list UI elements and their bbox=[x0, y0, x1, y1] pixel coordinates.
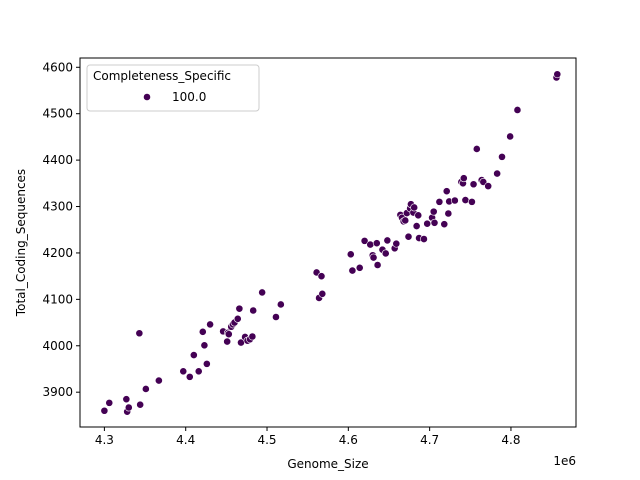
data-point bbox=[468, 197, 476, 206]
y-tick-label: 4500 bbox=[42, 107, 73, 121]
data-point bbox=[185, 372, 194, 381]
data-point bbox=[450, 196, 459, 205]
data-point bbox=[194, 367, 203, 376]
data-point bbox=[223, 337, 232, 346]
data-point bbox=[553, 70, 562, 79]
data-point bbox=[124, 403, 133, 412]
data-point bbox=[276, 300, 285, 309]
data-point bbox=[202, 359, 211, 368]
data-point bbox=[346, 250, 355, 259]
y-tick-label: 4400 bbox=[42, 153, 73, 167]
data-point bbox=[444, 209, 453, 218]
data-point bbox=[105, 398, 114, 407]
data-point bbox=[198, 327, 207, 336]
data-point bbox=[179, 367, 188, 376]
x-tick-label: 4.4 bbox=[176, 433, 195, 447]
data-point bbox=[200, 341, 209, 350]
data-point bbox=[392, 239, 401, 248]
data-point bbox=[469, 180, 478, 189]
y-tick-label: 4600 bbox=[42, 60, 73, 74]
data-point bbox=[484, 182, 493, 191]
y-tick-label: 4000 bbox=[42, 339, 73, 353]
data-point bbox=[249, 306, 258, 315]
data-point bbox=[318, 289, 327, 298]
data-point bbox=[414, 211, 423, 220]
data-point bbox=[224, 330, 233, 339]
data-point bbox=[435, 197, 444, 206]
x-tick-label: 4.6 bbox=[339, 433, 358, 447]
legend-entry-label: 100.0 bbox=[172, 90, 206, 104]
data-point bbox=[498, 152, 506, 161]
data-point bbox=[472, 145, 481, 153]
data-point bbox=[248, 332, 257, 341]
plot-area bbox=[79, 57, 577, 428]
x-axis: 4.3 4.4 4.5 4.6 4.7 4.8 bbox=[95, 427, 520, 447]
y-tick-label: 3900 bbox=[42, 385, 73, 399]
data-point bbox=[272, 313, 280, 321]
x-tick-label: 4.7 bbox=[420, 433, 439, 447]
data-point bbox=[506, 132, 515, 141]
y-tick-label: 4100 bbox=[42, 292, 73, 306]
x-tick-label: 4.8 bbox=[501, 433, 520, 447]
data-point bbox=[348, 266, 357, 275]
y-tick-label: 4300 bbox=[42, 200, 73, 214]
x-axis-offset-label: 1e6 bbox=[553, 454, 576, 468]
data-point bbox=[493, 169, 502, 178]
data-point bbox=[141, 385, 150, 393]
data-point bbox=[135, 329, 144, 338]
data-point bbox=[355, 263, 364, 272]
x-tick-label: 4.5 bbox=[257, 433, 276, 447]
data-point bbox=[429, 207, 438, 216]
data-point bbox=[412, 222, 421, 230]
data-point bbox=[122, 395, 131, 404]
data-point bbox=[459, 174, 468, 183]
y-axis-label: Total_Coding_Sequences bbox=[14, 169, 28, 317]
data-point bbox=[233, 314, 242, 323]
data-point bbox=[136, 400, 145, 409]
data-point bbox=[410, 203, 419, 212]
data-point bbox=[381, 249, 390, 258]
data-point bbox=[189, 351, 198, 359]
data-points bbox=[100, 70, 562, 416]
data-point bbox=[206, 320, 214, 329]
data-point bbox=[440, 220, 449, 229]
data-point bbox=[317, 272, 326, 281]
data-point bbox=[513, 106, 522, 114]
data-point bbox=[100, 406, 109, 415]
legend-marker bbox=[143, 93, 151, 101]
data-point bbox=[401, 216, 410, 225]
data-point bbox=[235, 304, 244, 313]
data-point bbox=[154, 376, 163, 385]
data-point bbox=[461, 196, 470, 204]
data-point bbox=[404, 232, 413, 241]
data-point bbox=[420, 235, 428, 243]
data-point bbox=[423, 219, 432, 228]
data-point bbox=[383, 236, 392, 245]
x-tick-label: 4.3 bbox=[95, 433, 114, 447]
data-point bbox=[442, 187, 451, 196]
data-point bbox=[366, 240, 375, 249]
legend: Completeness_Specific 100.0 bbox=[86, 64, 260, 112]
data-point bbox=[372, 239, 381, 248]
data-point bbox=[258, 288, 267, 297]
x-axis-label: Genome_Size bbox=[287, 457, 368, 471]
plot-frame bbox=[79, 57, 577, 428]
y-axis: 3900 4000 4100 4200 4300 4400 4500 4600 bbox=[42, 60, 80, 399]
legend-box bbox=[86, 64, 260, 112]
legend-title: Completeness_Specific bbox=[93, 69, 231, 83]
data-point bbox=[430, 218, 439, 227]
data-point bbox=[360, 236, 369, 245]
data-point bbox=[373, 261, 382, 269]
y-tick-label: 4200 bbox=[42, 246, 73, 260]
data-point bbox=[369, 253, 378, 262]
